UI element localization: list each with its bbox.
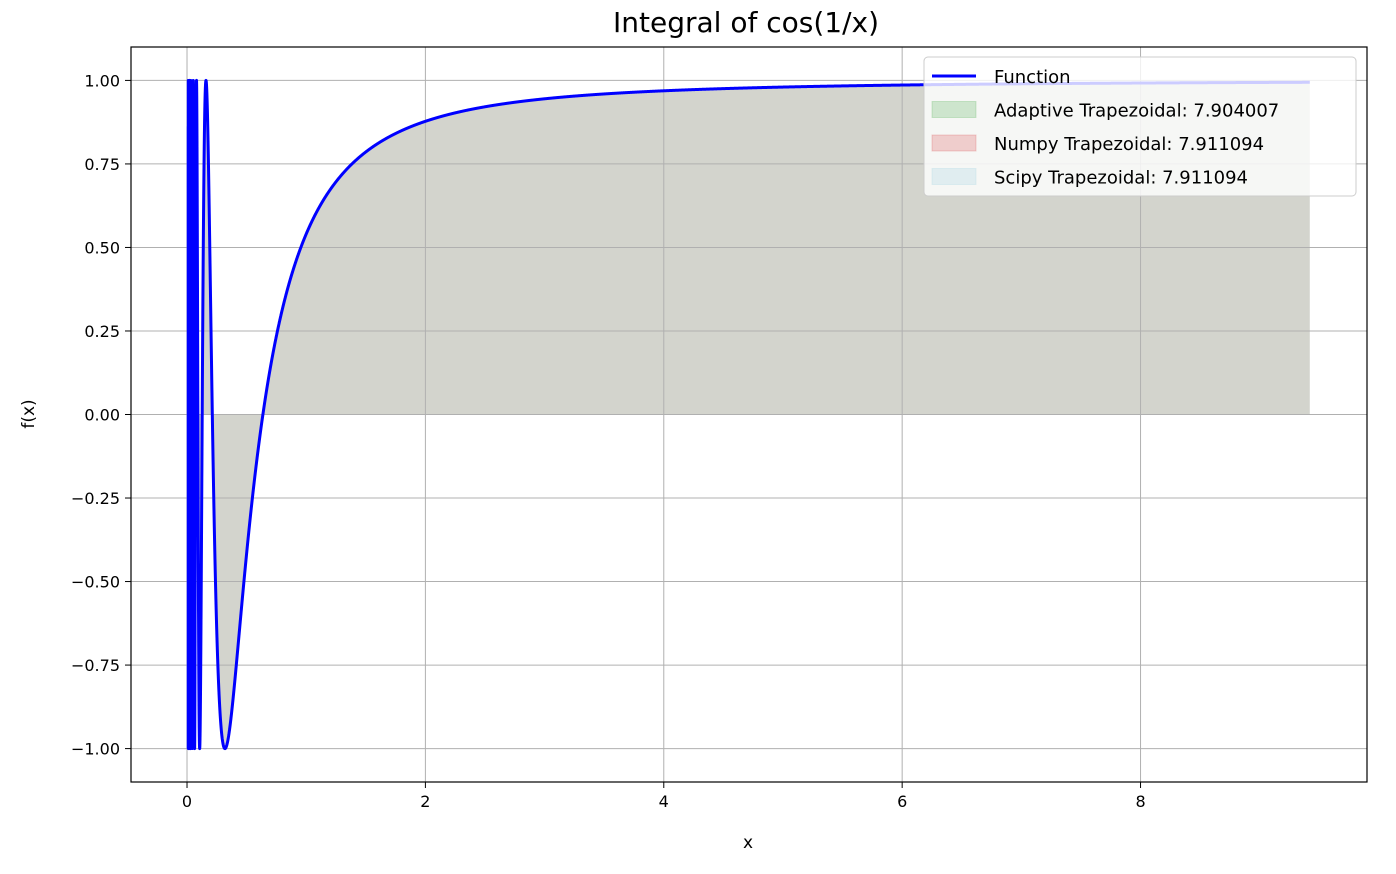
legend-box [923, 56, 1357, 197]
x-axis-label: x [743, 833, 753, 853]
legend-swatch-3 [931, 168, 977, 185]
legend-label-3: Scipy Trapezoidal: 7.911094 [994, 168, 1248, 189]
y-tick-label-3: 0.25 [84, 322, 120, 341]
y-tick-label-0: 1.00 [84, 71, 120, 90]
y-tick-label-2: 0.50 [84, 238, 120, 257]
y-tick-label-7: −0.75 [71, 656, 120, 675]
legend: Function Adaptive Trapezoidal: 7.904007 Nu… [923, 56, 1357, 197]
y-tick-label-1: 0.75 [84, 155, 120, 174]
x-tick-label-2: 4 [659, 792, 669, 811]
x-tick-label-3: 6 [897, 792, 907, 811]
x-tick-label-4: 8 [1135, 792, 1145, 811]
legend-label-0: Function [994, 67, 1071, 88]
y-tick-label-5: −0.25 [71, 489, 120, 508]
legend-label-2: Numpy Trapezoidal: 7.911094 [994, 134, 1264, 155]
plot-area [131, 47, 1367, 782]
legend-swatch-2 [931, 134, 977, 152]
y-tick-label-6: −0.50 [71, 573, 120, 592]
axes: 0 2 4 6 8 1.00 0.75 0.50 0.25 0.00 −0.25 −0.50 −0.75… [71, 46, 1368, 811]
legend-label-1: Adaptive Trapezoidal: 7.904007 [994, 101, 1279, 122]
y-tick-label-4: 0.00 [84, 406, 120, 425]
x-tick-label-1: 2 [420, 792, 430, 811]
chart-title: Integral of cos(1/x) [613, 6, 879, 39]
y-tick-label-8: −1.00 [71, 740, 120, 759]
x-tick-label-0: 0 [182, 792, 192, 811]
y-axis-label: f(x) [19, 399, 39, 428]
legend-swatch-1 [931, 101, 977, 118]
